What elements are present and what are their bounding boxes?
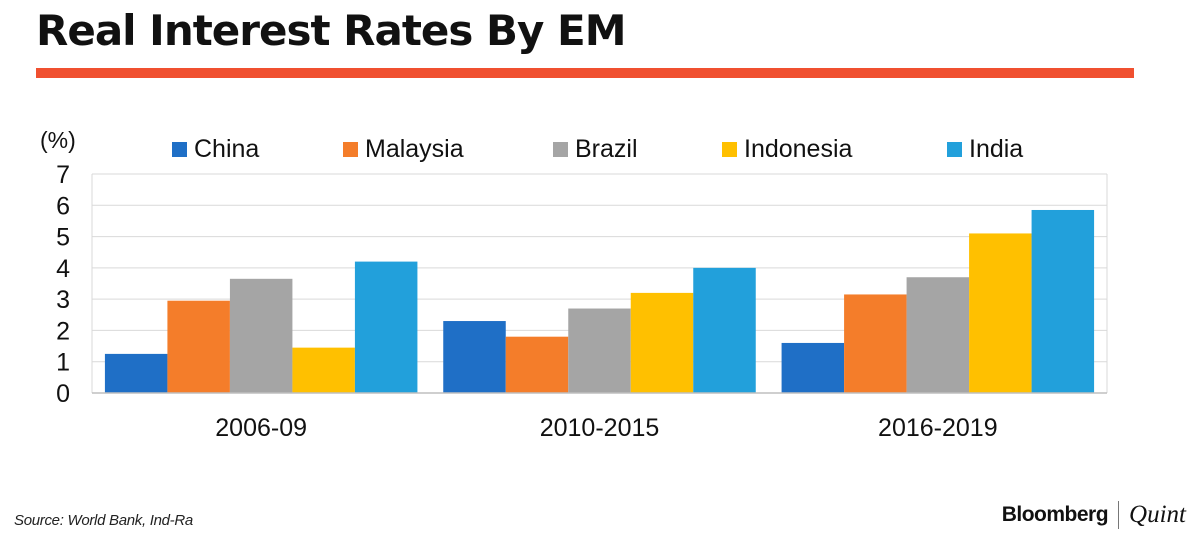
- y-tick-label: 5: [56, 224, 70, 252]
- bar-brazil-2010-2015: [568, 308, 631, 393]
- bar-brazil-2016-2019: [906, 277, 970, 393]
- title-underline: [36, 68, 1134, 78]
- x-tick-label: 2010-2015: [540, 414, 660, 442]
- legend-label-indonesia: Indonesia: [744, 135, 853, 163]
- bar-indonesia-2016-2019: [969, 233, 1032, 393]
- y-tick-label: 6: [56, 192, 70, 220]
- bar-brazil-2006-09: [229, 278, 293, 393]
- chart-title: Real Interest Rates By EM: [36, 6, 627, 55]
- legend-label-malaysia: Malaysia: [365, 135, 464, 163]
- legend-label-brazil: Brazil: [575, 135, 638, 163]
- axes: 0 1 2 3 4 5 6 7 (%) 2006-09 2010-2015 2016-2019: [40, 127, 1107, 442]
- source-note: Source: World Bank, Ind-Ra: [14, 512, 193, 529]
- x-tick-label: 2006-09: [215, 414, 307, 442]
- y-axis-label: (%): [40, 127, 76, 153]
- bar-india-2006-09: [354, 261, 418, 393]
- y-tick-label: 4: [56, 255, 70, 283]
- bar-malaysia-2006-09: [167, 300, 230, 393]
- y-tick-label: 3: [56, 286, 70, 314]
- y-tick-label: 7: [56, 161, 70, 189]
- bar-indonesia-2010-2015: [630, 292, 694, 393]
- legend-label-china: China: [194, 135, 259, 163]
- bar-india-2010-2015: [693, 267, 756, 393]
- legend: China Malaysia Brazil Indonesia India: [172, 135, 1023, 163]
- bars: [104, 209, 1095, 393]
- brand-secondary: Quint: [1129, 501, 1186, 528]
- bar-india-2016-2019: [1031, 209, 1095, 393]
- y-tick-label: 2: [56, 317, 70, 345]
- brand-primary: Bloomberg: [1001, 503, 1109, 526]
- brand-logo: Bloomberg Quint: [1002, 500, 1186, 530]
- legend-label-india: India: [969, 135, 1023, 163]
- legend-swatch-brazil: [553, 142, 568, 157]
- y-tick-label: 0: [56, 380, 70, 408]
- bar-malaysia-2010-2015: [505, 336, 569, 393]
- y-tick-label: 1: [56, 349, 70, 377]
- legend-swatch-indonesia: [722, 142, 737, 157]
- bar-indonesia-2006-09: [292, 347, 355, 393]
- bar-china-2010-2015: [443, 321, 506, 393]
- x-tick-label: 2016-2019: [878, 414, 998, 442]
- legend-swatch-india: [947, 142, 962, 157]
- brand-divider: [1118, 501, 1120, 529]
- legend-swatch-china: [172, 142, 187, 157]
- bar-malaysia-2016-2019: [844, 294, 907, 393]
- legend-swatch-malaysia: [343, 142, 358, 157]
- bar-china-2016-2019: [781, 342, 845, 393]
- bar-china-2006-09: [104, 353, 168, 393]
